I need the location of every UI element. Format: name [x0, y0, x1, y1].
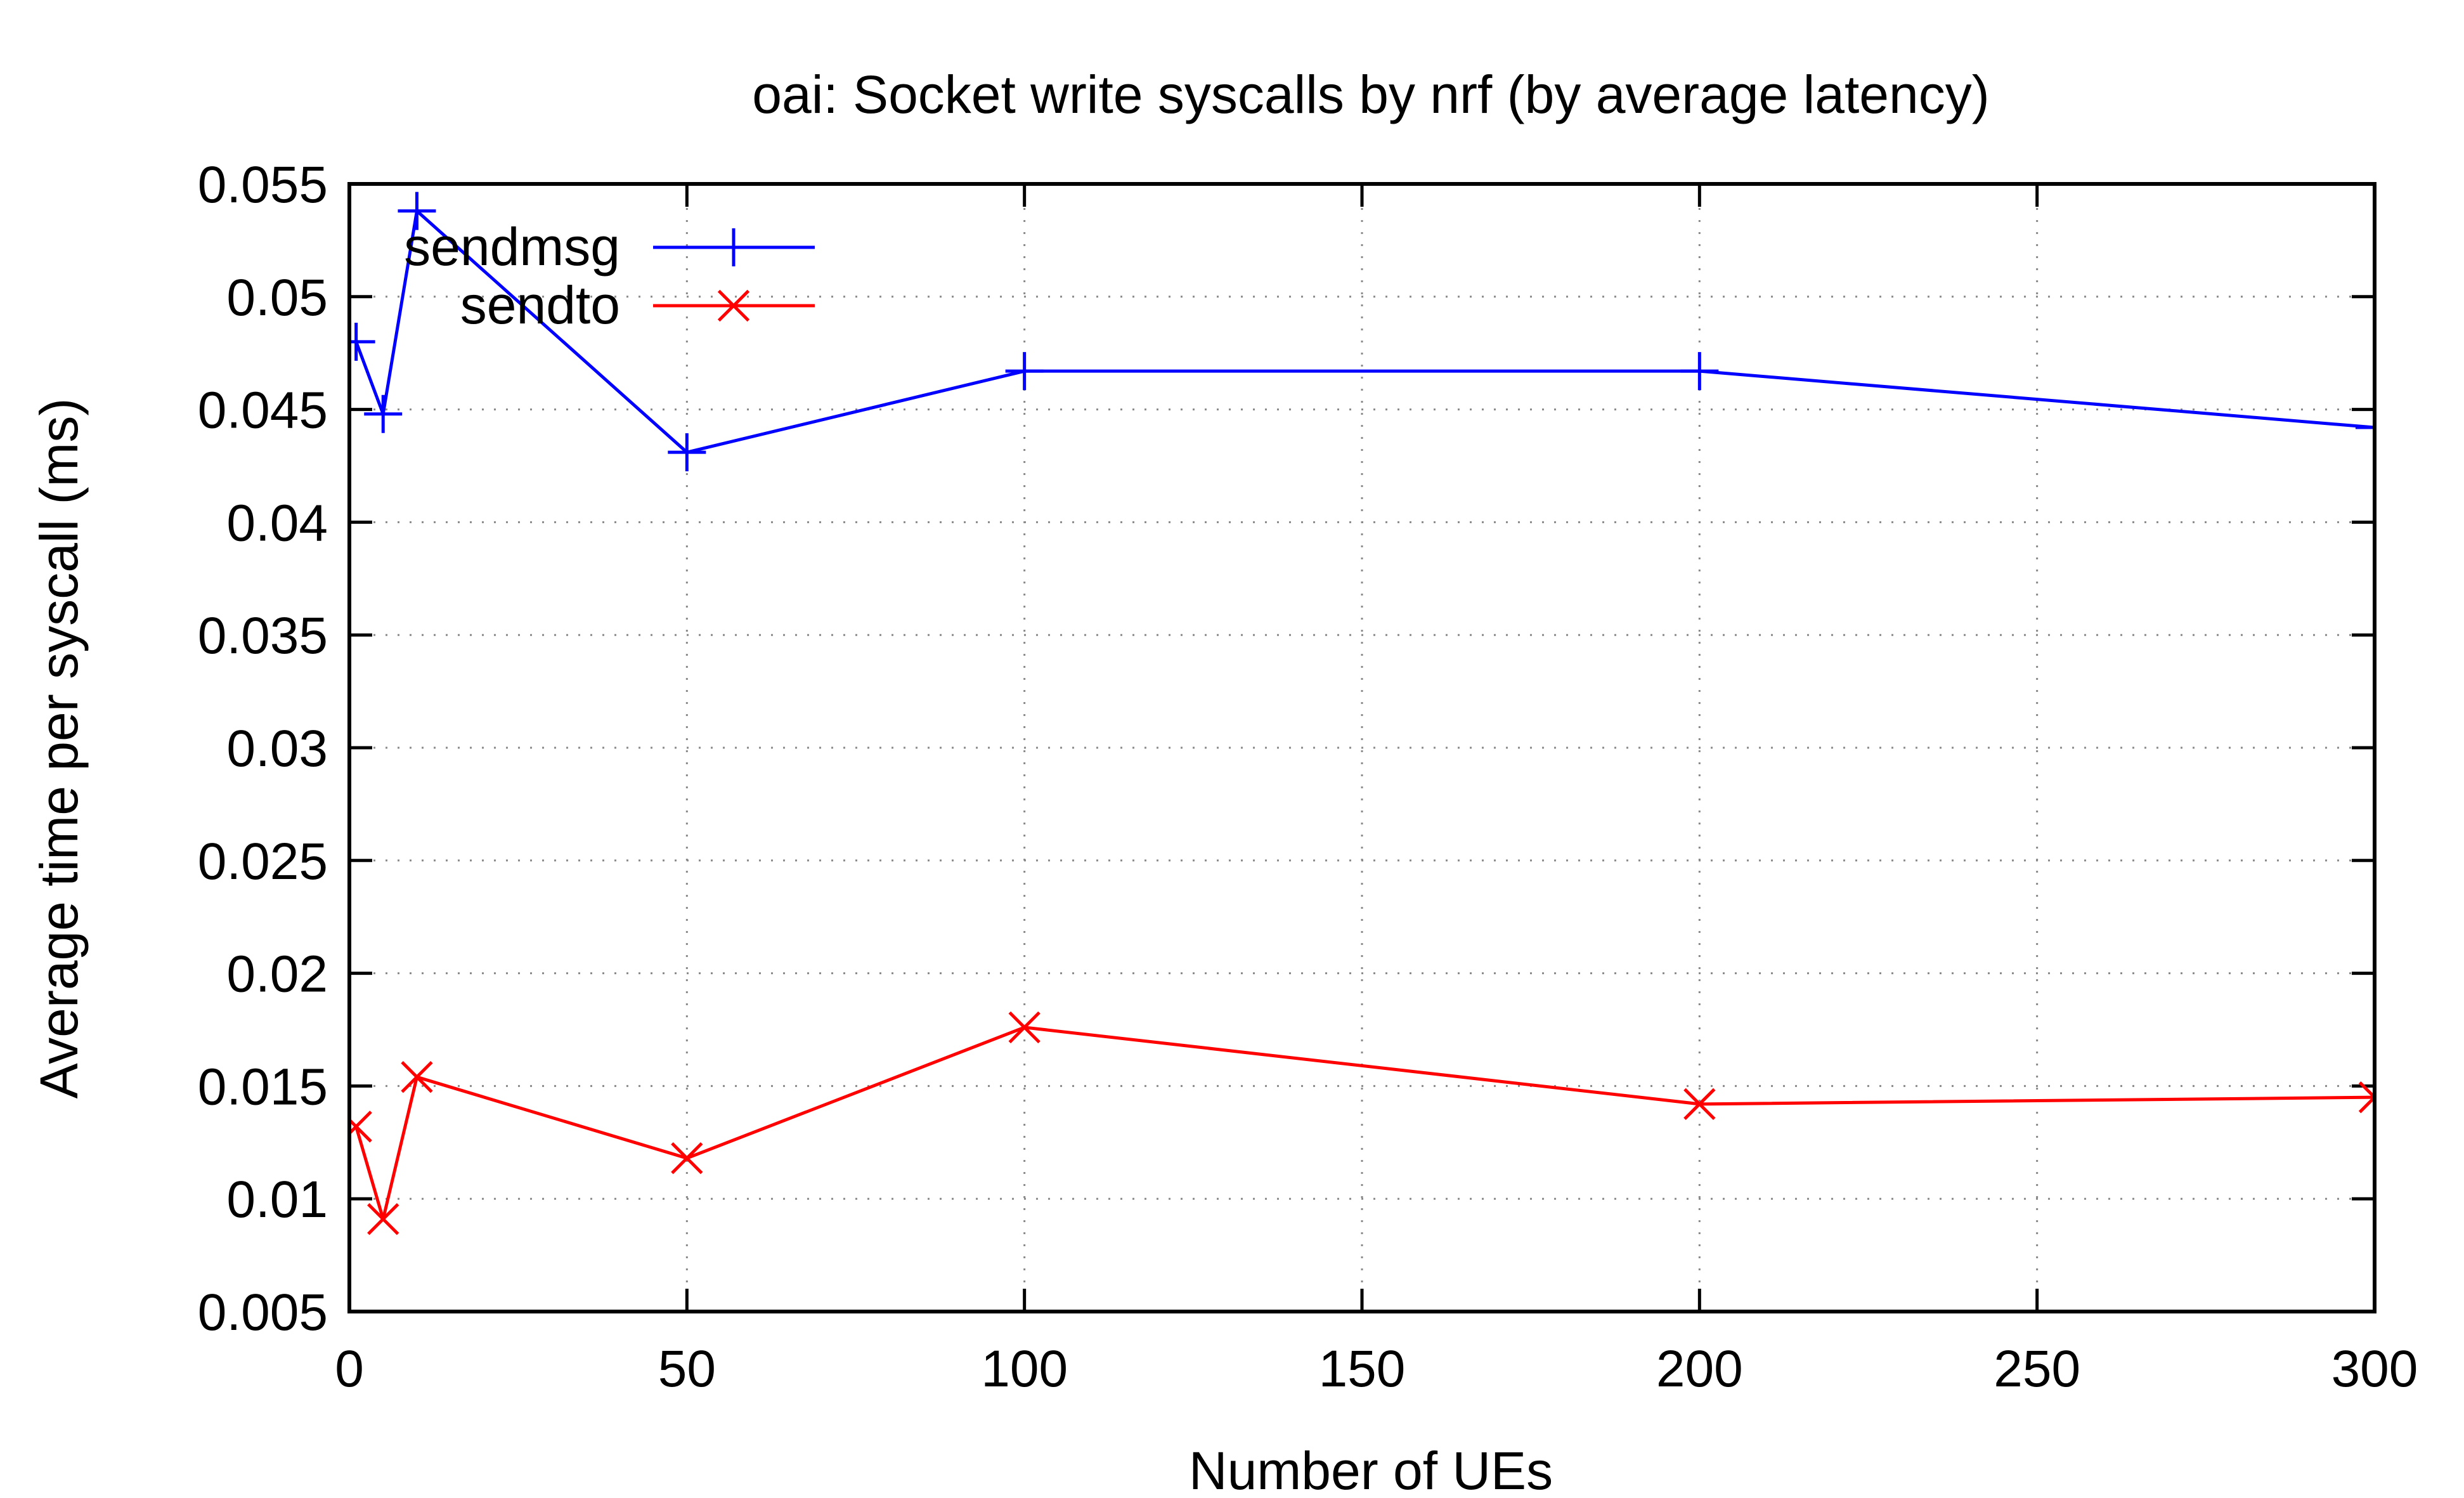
plot-frame [347, 182, 2376, 1313]
legend-label: sendto [460, 275, 620, 335]
legend-item-sendto: sendto [460, 275, 815, 335]
legend-marker [717, 289, 750, 322]
y-tick-label: 0.025 [198, 833, 328, 890]
data-point-sendmsg [2356, 408, 2375, 447]
data-point-sendmsg [364, 394, 403, 433]
data-point-sendmsg [1680, 352, 1719, 391]
chart-title: oai: Socket write syscalls by nrf (by av… [752, 65, 1989, 124]
y-tick-label: 0.05 [226, 269, 328, 327]
data-point-sendto [349, 1110, 372, 1143]
y-tick-label: 0.035 [198, 607, 328, 665]
data-point-sendmsg [668, 433, 706, 472]
data-point-sendmsg [1005, 352, 1044, 391]
tick-labels: 0 50 100 150 200 250 300 0.005 0.01 0.015 0.02 0.02… [198, 156, 2418, 1398]
series-clip-group [349, 192, 2375, 1235]
y-tick-label: 0.015 [198, 1058, 328, 1116]
x-tick-label: 100 [981, 1340, 1068, 1398]
y-tick-label: 0.02 [226, 946, 328, 1003]
legend-marker [715, 228, 753, 266]
y-axis-title: Average time per syscall (ms) [29, 398, 89, 1099]
data-point-sendto [1008, 1011, 1041, 1044]
legend-label: sendmsg [404, 217, 620, 277]
legend-item-sendmsg: sendmsg [404, 217, 815, 277]
x-tick-label: 200 [1656, 1340, 1743, 1398]
y-tick-label: 0.045 [198, 382, 328, 440]
x-tick-label: 150 [1319, 1340, 1406, 1398]
x-tick-label: 0 [335, 1340, 364, 1398]
grid-lines [349, 184, 2375, 1312]
series-layer [349, 192, 2375, 1235]
data-point-sendmsg [349, 322, 375, 361]
x-tick-label: 250 [1994, 1340, 2080, 1398]
y-tick-label: 0.01 [226, 1171, 328, 1228]
x-tick-label: 50 [658, 1340, 716, 1398]
x-axis-title: Number of UEs [1189, 1441, 1553, 1498]
data-point-sendto [367, 1203, 399, 1235]
data-point-sendto [401, 1061, 433, 1093]
data-point-sendto [671, 1142, 703, 1175]
y-tick-label: 0.005 [198, 1284, 328, 1341]
data-point-sendmsg [398, 192, 436, 230]
y-tick-label: 0.03 [226, 720, 328, 778]
y-tick-label: 0.04 [226, 494, 328, 552]
data-point-sendto [2358, 1081, 2375, 1114]
y-tick-label: 0.055 [198, 156, 328, 214]
x-tick-label: 300 [2331, 1340, 2418, 1398]
data-point-sendto [1683, 1088, 1716, 1121]
